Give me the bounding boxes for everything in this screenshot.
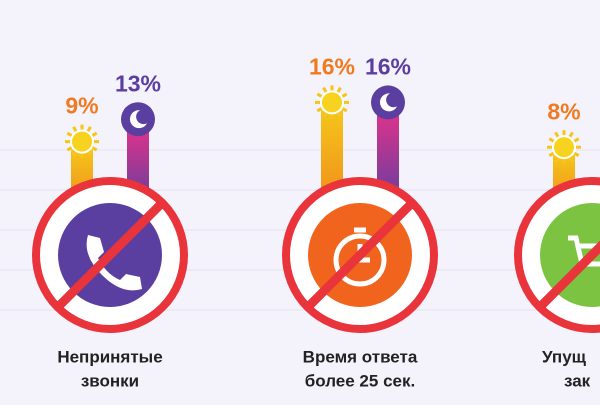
category-label: зак (564, 371, 591, 390)
moon-icon (121, 102, 155, 137)
value-label: 8% (547, 98, 580, 124)
category-label: Упущ (542, 347, 587, 366)
timer (333, 233, 387, 287)
sun-ray (336, 112, 342, 118)
slash (536, 240, 600, 311)
icon-disk (540, 203, 600, 307)
sun-ray (72, 126, 78, 132)
moon-crescent (379, 93, 397, 112)
sun-ray (568, 156, 574, 163)
slash (304, 199, 416, 311)
sun-ray (66, 131, 73, 137)
sun-icon (547, 130, 581, 165)
sun-ray (91, 131, 98, 137)
moon-disk (121, 102, 155, 137)
value-label: 16% (365, 53, 411, 79)
moon-disk (371, 85, 405, 120)
category-label: более 25 сек. (305, 371, 415, 390)
sun-ray (341, 107, 348, 113)
sun-ray (568, 131, 574, 138)
category-icon (514, 177, 600, 333)
cart (568, 235, 600, 267)
sun-ray (548, 137, 555, 143)
sun-ray (573, 151, 580, 157)
sun-ray (86, 126, 92, 132)
sun-ray (86, 151, 92, 158)
sun-ray (336, 86, 342, 93)
phone (86, 235, 142, 291)
sun-ray (341, 92, 348, 98)
sun-disk (70, 129, 94, 154)
sun-ray (573, 137, 580, 143)
value-label: 13% (115, 70, 161, 96)
value-label: 16% (309, 53, 355, 79)
category-label: Время ответа (303, 347, 418, 366)
sun-ray (316, 92, 323, 98)
sun-disk (320, 90, 344, 115)
sun-ray (548, 151, 555, 157)
slash (54, 199, 166, 311)
sun-icon (315, 85, 349, 120)
sun-ray (72, 151, 78, 158)
moon-crescent (129, 110, 147, 129)
sun-ray (91, 146, 98, 152)
sun-ray (554, 131, 560, 138)
sun-ray (554, 156, 560, 163)
category-label: Непринятые (57, 347, 162, 366)
moon-icon (371, 85, 405, 120)
sun-ray (66, 146, 73, 152)
category-label: звонки (81, 371, 139, 390)
sun-disk (552, 135, 576, 160)
sun-ray (316, 107, 323, 113)
category-icon (282, 177, 438, 333)
sun-ray (322, 112, 328, 118)
value-label: 9% (65, 93, 98, 119)
sun-ray (322, 86, 328, 93)
sun-icon (65, 124, 99, 159)
category-icon (32, 177, 188, 333)
